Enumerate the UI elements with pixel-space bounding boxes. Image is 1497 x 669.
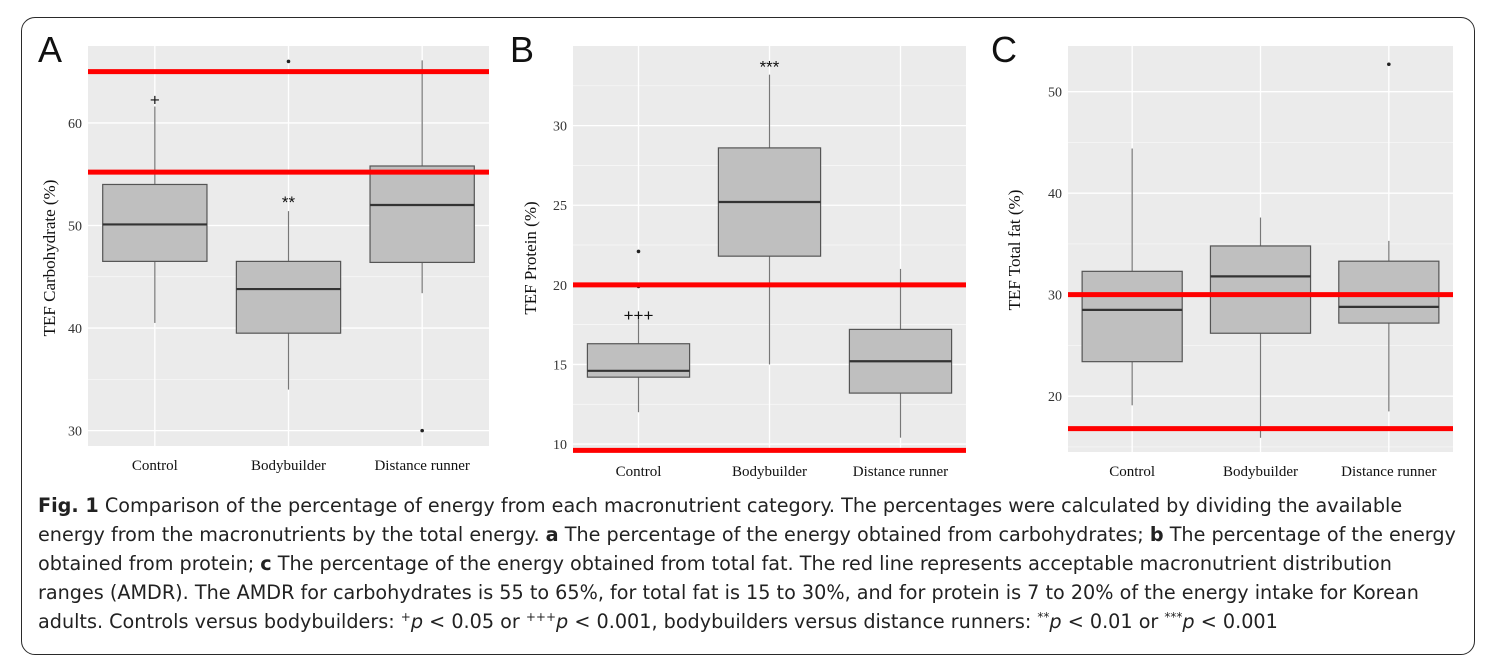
iqr-box (1209, 245, 1312, 334)
panel-b-box-bodybuilder (717, 74, 822, 365)
panel-c-box-control (1081, 148, 1183, 406)
caption-sup-3: ** (1037, 610, 1050, 624)
outlier-point (636, 249, 641, 254)
caption-p-1: p (410, 610, 424, 633)
panel-c-ytick-label: 30 (1048, 289, 1062, 304)
caption-text-7: < 0.01 or (1061, 610, 1165, 633)
caption-text-5: < 0.05 or (423, 610, 526, 633)
caption-fig-label: Fig. 1 (38, 494, 99, 517)
iqr-box (102, 183, 208, 262)
panel-a-category-label: Bodybuilder (251, 458, 326, 474)
panel-a-ytick-label: 50 (68, 219, 82, 234)
panel-c-box-distance-runner (1338, 62, 1440, 412)
panel-b-box-control (586, 249, 691, 413)
iqr-box (1338, 260, 1440, 324)
outlier-point (420, 428, 424, 433)
panel-a-category-label: Control (132, 458, 178, 474)
panel-a-ytick-label: 40 (68, 322, 82, 337)
panel-c-box-bodybuilder (1209, 217, 1312, 438)
panel-c-ytick-label: 50 (1048, 86, 1062, 101)
caption-sup-1: + (400, 610, 411, 624)
caption-text-2: The percentage of the energy obtained fr… (558, 523, 1150, 546)
outlier-point (286, 59, 291, 64)
panel-a-box-control (102, 106, 208, 323)
caption-text-4: The percentage of the energy obtained fr… (38, 552, 1419, 633)
panel-b-category-label: Control (616, 464, 662, 480)
panel-a-letter: A (38, 29, 62, 70)
panel-b-ytick-label: 30 (553, 120, 567, 135)
caption-p-3: p (1049, 610, 1062, 633)
figure-caption: Fig. 1 Comparison of the percentage of e… (38, 491, 1458, 636)
caption-p-4: p (1182, 610, 1195, 633)
panel-c-category-label: Bodybuilder (1223, 464, 1298, 480)
panel-a-box-bodybuilder (235, 59, 342, 390)
caption-panel-a: a (545, 523, 559, 546)
panel-b-ytick-label: 25 (553, 199, 567, 214)
panel-b-ytick-label: 20 (553, 279, 567, 294)
panel-a-significance-mark: ** (282, 193, 296, 212)
panel-c: C 20 30 40 50 Control Bodybuilder Distance runn… (991, 29, 1453, 480)
iqr-box (235, 260, 342, 334)
iqr-box (586, 343, 691, 378)
caption-panel-c: c (260, 552, 272, 575)
iqr-box (369, 165, 475, 264)
panel-b-category-label: Bodybuilder (732, 464, 807, 480)
outlier-point (1387, 62, 1391, 67)
box-plot-figure: A 30 40 50 60 Control Bodybuilder Distance runn… (38, 29, 1453, 480)
panel-a-box-distance-runner (369, 60, 475, 433)
caption-sup-4: *** (1164, 610, 1183, 624)
panel-c-ytick-label: 40 (1048, 187, 1062, 202)
caption-text-6: < 0.001, bodybuilders versus distance ru… (568, 610, 1038, 633)
panel-a-ytick-label: 30 (68, 425, 82, 440)
caption-text-8: < 0.001 (1194, 610, 1278, 633)
panel-b-significance-mark: +++ (624, 306, 654, 325)
panel-a: A 30 40 50 60 Control Bodybuilder Distance runn… (38, 29, 489, 474)
panel-c-category-label: Control (1109, 464, 1155, 480)
caption-p-2: p (556, 610, 569, 633)
panel-c-ylabel: TEF Total fat (%) (1005, 190, 1024, 311)
caption-sup-2: +++ (525, 610, 557, 624)
panel-a-category-label: Distance runner (374, 458, 469, 474)
panel-a-ytick-label: 60 (68, 117, 82, 132)
panel-b-category-label: Distance runner (853, 464, 948, 480)
panel-a-ylabel: TEF Carbohydrate (%) (40, 180, 59, 337)
panel-b-significance-mark: *** (760, 58, 780, 77)
caption-text-1: Comparison of the percentage of energy f… (38, 494, 1403, 546)
panel-b-box-distance-runner (848, 268, 953, 438)
panel-b-letter: B (510, 29, 534, 70)
panel-b: B 10 15 20 25 30 Control Bodybuilder Distance ru… (510, 29, 966, 480)
caption-panel-b: b (1149, 523, 1164, 546)
panel-b-ytick-label: 10 (553, 438, 567, 453)
iqr-box (1081, 270, 1183, 363)
panel-c-letter: C (991, 29, 1017, 70)
caption-text-3: The percentage of the energy obtained fr… (38, 523, 1456, 575)
panel-a-significance-mark: + (150, 90, 160, 109)
panel-b-ylabel: TEF Protein (%) (521, 201, 540, 314)
panel-c-ytick-label: 20 (1048, 390, 1062, 405)
panel-c-category-label: Distance runner (1341, 464, 1436, 480)
panel-b-ytick-label: 15 (553, 358, 567, 373)
